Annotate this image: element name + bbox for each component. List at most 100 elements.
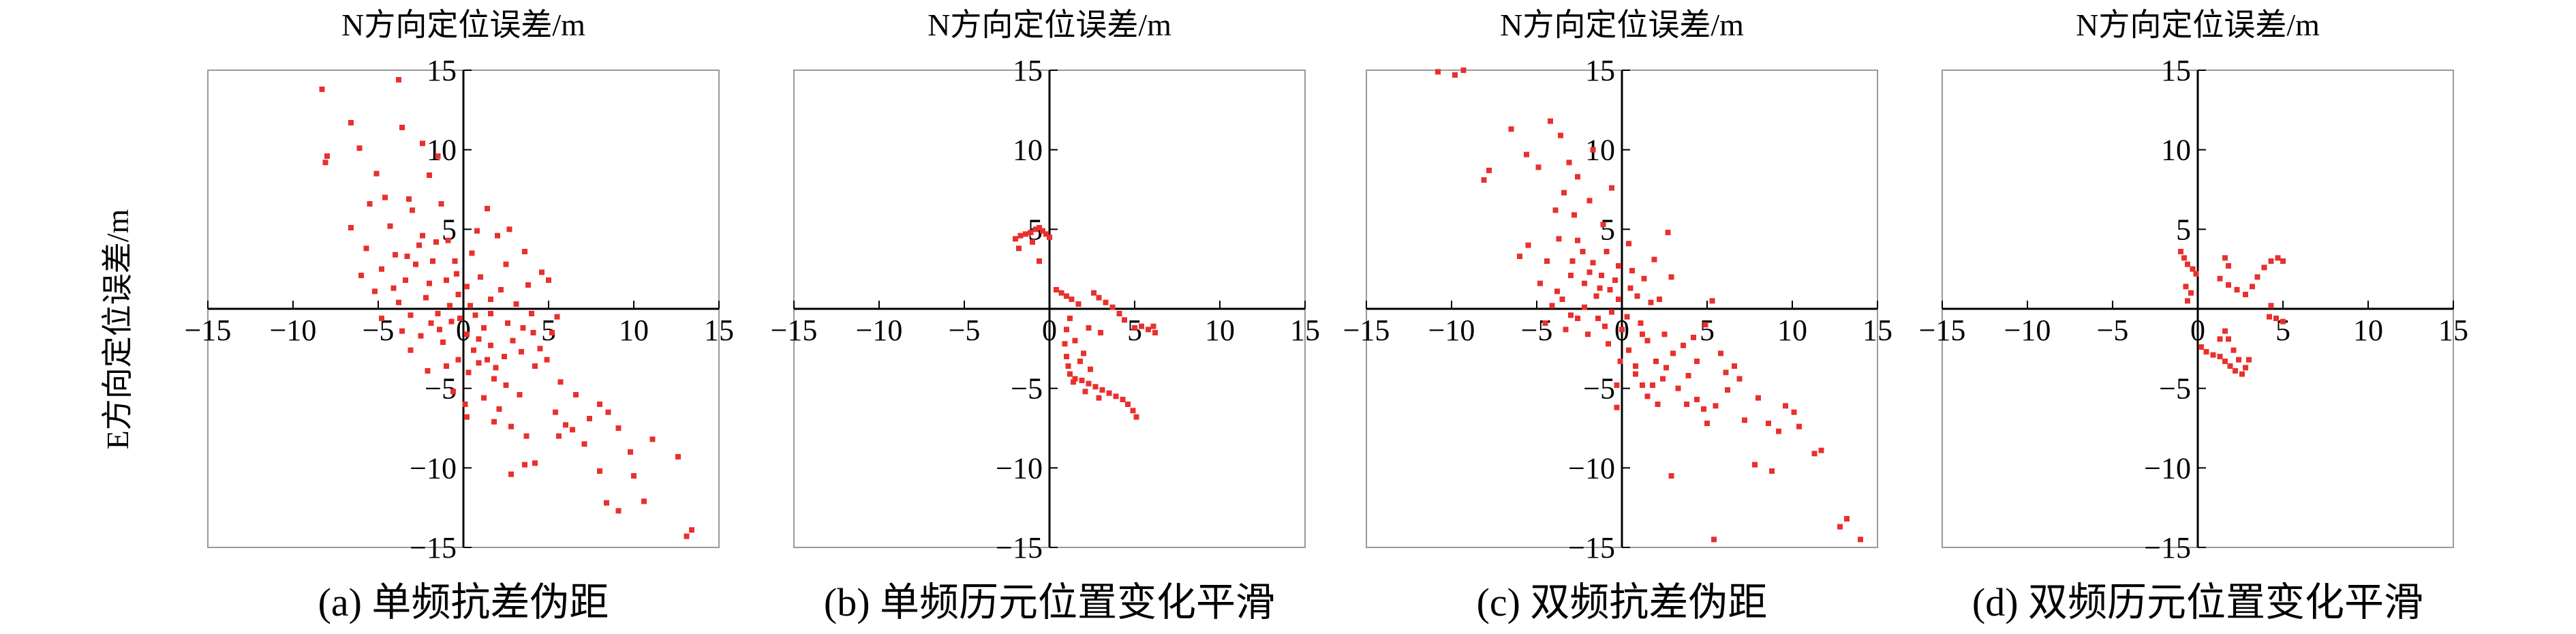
data-point xyxy=(464,414,470,420)
x-tick-label: 10 xyxy=(1777,314,1807,347)
data-point xyxy=(496,406,502,412)
data-point xyxy=(1146,327,1151,333)
data-point xyxy=(1609,309,1614,315)
data-point xyxy=(404,254,410,259)
data-point xyxy=(1017,232,1024,239)
data-point xyxy=(373,170,380,177)
data-point xyxy=(2210,352,2216,358)
data-point xyxy=(1657,297,1662,302)
data-point xyxy=(1575,237,1580,243)
panels: −15 −10 −5 0 5 10 15 15 10 5 −5 −10 −15 N方向定位误差/m (a) … xyxy=(185,7,2468,624)
data-point xyxy=(530,330,536,335)
data-point xyxy=(450,389,456,395)
data-point xyxy=(1641,275,1647,282)
data-point xyxy=(2226,336,2231,342)
data-point xyxy=(573,392,579,397)
data-point xyxy=(1116,311,1122,316)
data-point xyxy=(1120,397,1126,402)
data-point xyxy=(465,369,472,376)
x-tick-label: 15 xyxy=(1290,314,1320,347)
x-tick-label: 5 xyxy=(2275,314,2290,347)
data-point xyxy=(2188,290,2194,296)
data-point xyxy=(1040,228,1045,234)
data-point xyxy=(1752,462,1758,468)
data-point xyxy=(1077,359,1083,364)
data-point xyxy=(1064,327,1069,333)
data-point xyxy=(597,468,602,474)
data-point xyxy=(2185,298,2190,304)
data-point xyxy=(1072,337,1078,344)
data-point xyxy=(464,331,470,337)
x-tick-label: −15 xyxy=(1919,314,1966,347)
data-point xyxy=(1736,376,1743,382)
data-point xyxy=(628,449,633,455)
x-tick-label: −5 xyxy=(2097,314,2129,347)
data-point xyxy=(1452,72,1458,78)
data-point xyxy=(387,223,393,229)
scatter-panel: −15 −10 −5 0 5 10 15 15 10 5 −5 −10 −15 N方向定位误差/m (d) … xyxy=(1919,7,2468,624)
data-point xyxy=(1616,297,1621,302)
data-point xyxy=(2268,258,2274,264)
data-point xyxy=(563,422,568,428)
data-point xyxy=(495,232,500,239)
data-point xyxy=(2243,292,2248,297)
data-point xyxy=(1058,290,1064,296)
data-point xyxy=(474,228,480,234)
data-point xyxy=(2243,365,2248,371)
data-point xyxy=(1150,323,1156,329)
x-tick-label: 0 xyxy=(1042,314,1057,347)
data-point xyxy=(1612,277,1618,283)
data-point xyxy=(1640,382,1645,388)
data-point xyxy=(1585,331,1591,337)
data-point xyxy=(491,419,497,425)
x-tick-label: −5 xyxy=(949,314,981,347)
panel-caption: (c) 双频抗差伪距 xyxy=(1477,580,1768,624)
data-point xyxy=(1858,537,1863,543)
data-point xyxy=(1651,256,1657,262)
data-point xyxy=(1569,258,1576,264)
data-point xyxy=(503,261,509,267)
data-point xyxy=(1130,408,1136,414)
data-point xyxy=(1681,342,1686,348)
y-tick-label: −10 xyxy=(996,451,1043,485)
data-point xyxy=(472,312,478,318)
data-point xyxy=(1629,268,1635,273)
data-point xyxy=(1665,230,1671,235)
data-point xyxy=(1638,320,1644,326)
data-point xyxy=(1723,369,1729,376)
data-point xyxy=(1619,327,1625,333)
data-point xyxy=(491,376,497,382)
panel-caption: (d) 双频历元位置变化平滑 xyxy=(1972,580,2423,624)
x-tick-label: −15 xyxy=(1343,314,1390,347)
data-point xyxy=(2190,266,2196,272)
x-tick-label: −10 xyxy=(270,314,317,347)
data-point xyxy=(372,288,378,295)
data-point xyxy=(455,357,461,363)
data-point xyxy=(1542,320,1548,326)
y-tick-label: −15 xyxy=(2144,531,2191,564)
data-point xyxy=(510,337,516,344)
data-point xyxy=(478,274,483,280)
data-point xyxy=(435,311,441,316)
x-tick-label: 10 xyxy=(2353,314,2383,347)
data-point xyxy=(1644,337,1651,344)
data-point xyxy=(455,292,461,297)
data-point xyxy=(416,242,422,248)
data-point xyxy=(1109,304,1116,310)
data-point xyxy=(2250,284,2255,290)
data-point xyxy=(522,462,527,468)
data-point xyxy=(420,232,425,239)
x-tick-label: −15 xyxy=(185,314,232,347)
data-point xyxy=(539,269,545,275)
data-point xyxy=(2234,287,2240,292)
data-point xyxy=(2185,261,2190,267)
x-tick-label: −10 xyxy=(1428,314,1475,347)
data-point xyxy=(498,287,504,292)
data-point xyxy=(1766,421,1771,426)
data-point xyxy=(1614,404,1620,410)
data-point xyxy=(1091,290,1097,296)
data-point xyxy=(1713,403,1719,409)
x-tick-label: 10 xyxy=(1205,314,1235,347)
data-point xyxy=(1582,280,1587,286)
